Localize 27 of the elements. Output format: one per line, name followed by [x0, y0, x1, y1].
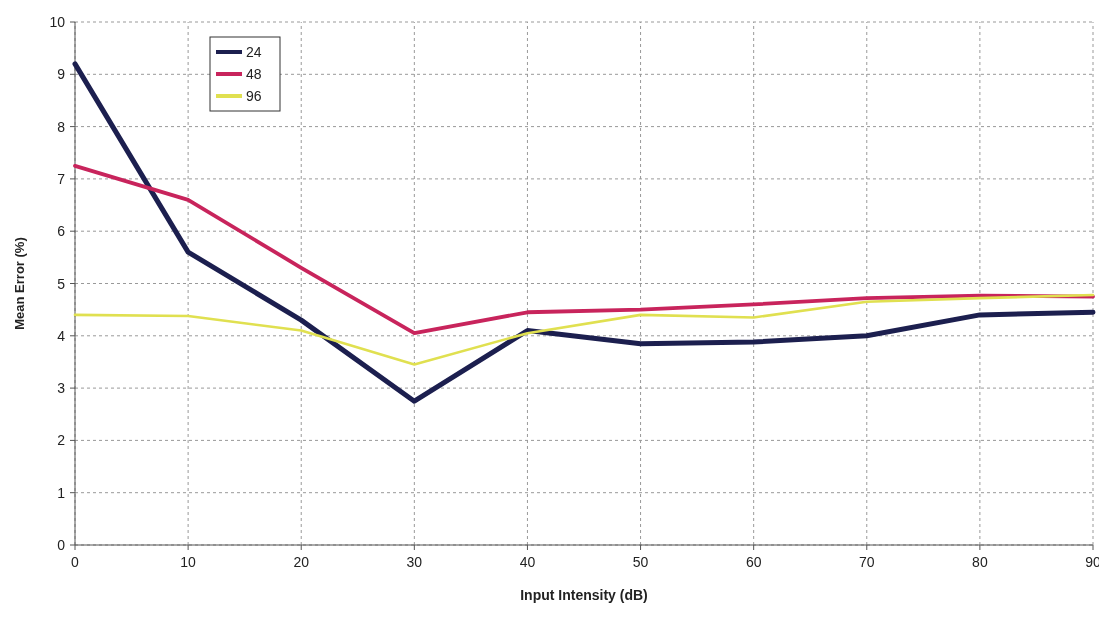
x-tick-label: 10: [180, 554, 197, 570]
x-axis-title: Input Intensity (dB): [520, 587, 648, 603]
legend-label: 24: [246, 44, 262, 60]
y-tick-label: 4: [57, 327, 66, 344]
y-tick-label: 5: [57, 275, 66, 292]
x-tick-label: 80: [972, 554, 988, 570]
y-tick-label: 3: [57, 380, 66, 397]
legend-label: 96: [246, 88, 262, 104]
y-tick-label: 7: [57, 170, 66, 187]
y-tick-label: 8: [57, 118, 66, 135]
y-axis-title: Mean Error (%): [12, 237, 27, 330]
x-tick-label: 70: [858, 554, 875, 570]
x-tick-label: 60: [745, 554, 762, 570]
x-tick-label: 20: [293, 554, 310, 570]
y-tick-label: 2: [57, 432, 66, 449]
line-series: [73, 293, 1095, 366]
legend-label: 48: [246, 66, 262, 82]
y-tick-label: 10: [49, 14, 66, 30]
y-tick-label: 6: [57, 223, 66, 240]
x-tick-label: 50: [632, 554, 649, 570]
x-tick-label: 30: [406, 554, 423, 570]
line-series: [73, 163, 1095, 336]
x-tick-label: 0: [71, 554, 80, 570]
y-tick-label: 9: [57, 66, 66, 83]
y-tick-label: 0: [57, 537, 66, 553]
x-tick-label: 40: [519, 554, 536, 570]
y-tick-label: 1: [57, 484, 66, 501]
